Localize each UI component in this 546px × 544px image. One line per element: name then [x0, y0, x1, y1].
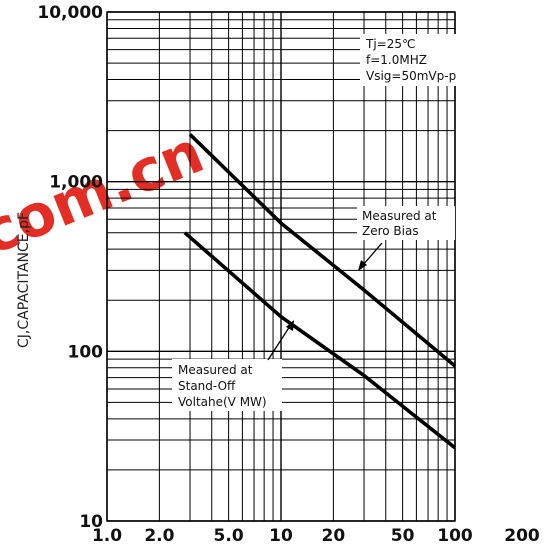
conditions-box	[360, 34, 464, 86]
y-axis-label: CJ,CAPACITANCE,pF	[16, 212, 32, 348]
condition-text: f=1.0MHZ	[366, 53, 427, 67]
chart-series	[183, 133, 457, 450]
y-tick-label: 10,000	[37, 3, 103, 23]
x-tick-labels: 1.0 2.0 5.0 10 20 50 100 200	[92, 526, 540, 544]
x-tick-label: 1.0	[92, 526, 122, 544]
standoff-arrow	[267, 325, 291, 361]
y-tick-label: 10	[79, 512, 103, 532]
x-tick-label: 10	[269, 526, 293, 544]
x-tick-label: 20	[322, 526, 346, 544]
zero-bias-label: Measured at	[362, 209, 437, 223]
y-tick-label: 100	[68, 342, 104, 362]
standoff-label: Voltahe(V MW)	[178, 395, 267, 409]
condition-text: Tj=25℃	[365, 37, 415, 51]
x-tick-label: 5.0	[214, 526, 244, 544]
standoff-label: Measured at	[178, 363, 253, 377]
condition-text: Vsig=50mVp-p	[366, 69, 456, 83]
zero-bias-arrowhead	[358, 260, 367, 271]
y-tick-labels: 10 100 1,000 10,000	[37, 3, 103, 532]
chart-grid	[106, 11, 456, 522]
x-tick-label: 200	[504, 526, 540, 544]
standoff-label: Stand-Off	[178, 379, 236, 393]
zero-bias-label: Zero Bias	[362, 224, 419, 238]
y-tick-label: 1,000	[49, 173, 103, 193]
standoff-arrowhead	[286, 320, 294, 331]
x-tick-label: 50	[391, 526, 415, 544]
series-line-1	[188, 133, 457, 368]
standoff-label-box	[172, 359, 282, 411]
x-tick-label: 2.0	[144, 526, 174, 544]
series-line-2	[183, 231, 457, 450]
plot-frame	[106, 11, 456, 522]
zero-bias-arrow	[362, 242, 383, 266]
zero-bias-label-box	[357, 206, 455, 240]
x-tick-label: 100	[437, 526, 473, 544]
